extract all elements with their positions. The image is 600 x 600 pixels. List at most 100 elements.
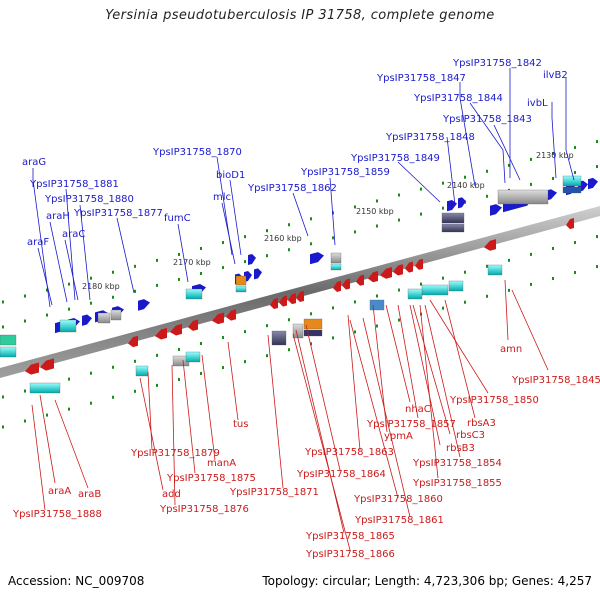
tick-mark	[332, 336, 334, 340]
reverse-gene	[288, 293, 296, 305]
feature-block	[271, 330, 287, 346]
gene-label[interactable]: YpsIP31758_1865	[305, 531, 395, 542]
gene-label[interactable]: YpsIP31758_1850	[449, 395, 539, 406]
tick-mark	[398, 193, 400, 197]
gene-label[interactable]: add	[162, 489, 181, 500]
gene-label[interactable]: tus	[233, 419, 248, 430]
gene-label[interactable]: araC	[62, 229, 85, 240]
bottom-leader-lines	[31, 279, 549, 551]
gene-label[interactable]: rbsC3	[456, 430, 485, 441]
gene-label[interactable]: YpsIP31758_1848	[385, 132, 475, 143]
gene-label[interactable]: rbsA3	[467, 418, 496, 429]
gene-label[interactable]: ilvB2	[543, 70, 568, 81]
gene-label[interactable]: YpsIP31758_1860	[353, 494, 443, 505]
gene-label[interactable]: YpsIP31758_1849	[350, 153, 440, 164]
gene-label[interactable]: araG	[22, 157, 46, 168]
gene-label[interactable]: araH	[46, 211, 70, 222]
tick-mark	[442, 181, 444, 185]
tick-mark	[398, 318, 400, 322]
tick-mark	[134, 264, 136, 268]
gene-label[interactable]: YpsIP31758_1879	[130, 448, 220, 459]
gene-label[interactable]: YpsIP31758_1888	[12, 509, 102, 520]
gene-label[interactable]: YpsIP31758_1857	[366, 419, 456, 430]
gene-label[interactable]: mlc	[213, 192, 231, 203]
tick-mark	[156, 383, 158, 387]
tick-mark	[398, 288, 400, 292]
tick-mark	[244, 360, 246, 364]
gene-label[interactable]: ypmA	[384, 431, 413, 442]
feature-block	[562, 186, 582, 194]
gene-label[interactable]: YpsIP31758_1866	[305, 549, 395, 560]
tick-mark	[222, 266, 224, 270]
gene-label[interactable]: YpsIP31758_1859	[300, 167, 390, 178]
gene-label[interactable]: nhaC	[405, 404, 431, 415]
tick-mark	[68, 407, 70, 411]
gene-label[interactable]: YpsIP31758_1877	[73, 208, 163, 219]
gene-label[interactable]: YpsIP31758_1876	[159, 504, 249, 515]
tick-mark	[112, 395, 114, 399]
feature-block	[185, 288, 203, 300]
gene-label[interactable]: araF	[27, 237, 49, 248]
gene-label[interactable]: YpsIP31758_1842	[452, 58, 542, 69]
gene-label[interactable]: ivbL	[527, 98, 548, 109]
feature-block	[421, 284, 449, 296]
gene-label[interactable]: YpsIP31758_1870	[152, 147, 242, 158]
tick-mark	[442, 206, 444, 210]
tick-mark	[266, 254, 268, 258]
feature-block	[0, 346, 17, 358]
tick-mark	[288, 318, 290, 322]
kbp-label: 2140 kbp	[447, 181, 485, 190]
gene-label[interactable]: YpsIP31758_1847	[376, 73, 466, 84]
feature-block	[407, 288, 423, 300]
feature-block	[185, 351, 201, 363]
tick-mark	[574, 146, 576, 150]
tick-mark	[332, 306, 334, 310]
feature-block	[59, 319, 77, 333]
tick-mark	[134, 389, 136, 393]
tick-mark	[2, 325, 4, 329]
forward-gene	[82, 314, 92, 326]
tick-mark	[552, 176, 554, 180]
gene-label[interactable]: YpsIP31758_1864	[296, 469, 386, 480]
tick-mark	[46, 413, 48, 417]
gene-label[interactable]: rbsB3	[446, 443, 475, 454]
tick-mark	[486, 194, 488, 198]
gene-label[interactable]: YpsIP31758_1855	[412, 478, 502, 489]
tick-mark	[178, 377, 180, 381]
forward-gene	[447, 199, 457, 212]
genome-summary-text: Topology: circular; Length: 4,723,306 bp…	[262, 574, 592, 588]
gene-label[interactable]: amn	[500, 344, 522, 355]
tick-mark	[420, 187, 422, 191]
top-leader-lines	[32, 68, 575, 308]
gene-label[interactable]: YpsIP31758_1844	[413, 93, 503, 104]
tick-mark	[2, 425, 4, 429]
gene-label[interactable]: YpsIP31758_1863	[304, 447, 394, 458]
gene-label[interactable]: YpsIP31758_1845	[511, 375, 600, 386]
tick-mark	[112, 270, 114, 274]
tick-mark	[200, 372, 202, 375]
gene-label[interactable]: YpsIP31758_1871	[229, 487, 319, 498]
gene-label[interactable]: YpsIP31758_1854	[412, 458, 502, 469]
gene-label[interactable]: fumC	[164, 213, 191, 224]
tick-mark	[398, 218, 400, 222]
gene-label[interactable]: YpsIP31758_1843	[442, 114, 532, 125]
gene-label[interactable]: YpsIP31758_1880	[44, 194, 134, 205]
gene-label[interactable]: YpsIP31758_1881	[29, 179, 119, 190]
gene-label[interactable]: YpsIP31758_1862	[247, 183, 337, 194]
tick-mark	[596, 265, 598, 269]
tick-mark	[508, 258, 510, 262]
tick-mark	[442, 306, 444, 310]
tick-mark	[486, 169, 488, 173]
gene-label[interactable]: bioD1	[216, 170, 245, 181]
feature-block	[0, 334, 17, 346]
gene-label[interactable]: YpsIP31758_1861	[354, 515, 444, 526]
reverse-gene	[368, 270, 378, 283]
gene-label[interactable]: YpsIP31758_1875	[166, 473, 256, 484]
tick-mark	[508, 163, 510, 167]
tick-mark	[2, 395, 4, 399]
feature-block	[441, 212, 465, 224]
gene-label[interactable]: manA	[207, 458, 236, 469]
gene-label[interactable]: araB	[78, 489, 101, 500]
gene-label[interactable]: araA	[48, 486, 71, 497]
